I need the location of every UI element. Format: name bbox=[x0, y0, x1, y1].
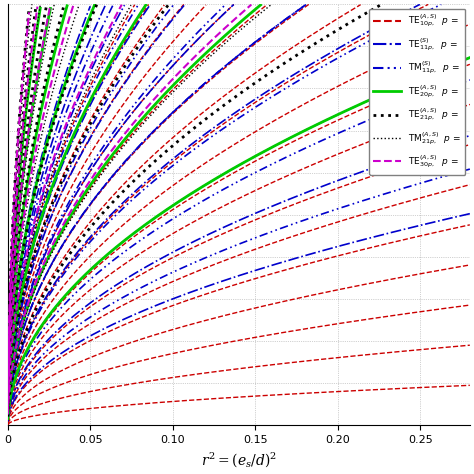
X-axis label: $r^2 = (e_s/d)^2$: $r^2 = (e_s/d)^2$ bbox=[201, 451, 277, 470]
Legend: $\mathrm{TE}_{10p,}^{(A,S)}$  $p$ =, $\mathrm{TE}_{11p,}^{(S)}$  $p$ =, $\mathrm: $\mathrm{TE}_{10p,}^{(A,S)}$ $p$ =, $\ma… bbox=[369, 9, 465, 174]
